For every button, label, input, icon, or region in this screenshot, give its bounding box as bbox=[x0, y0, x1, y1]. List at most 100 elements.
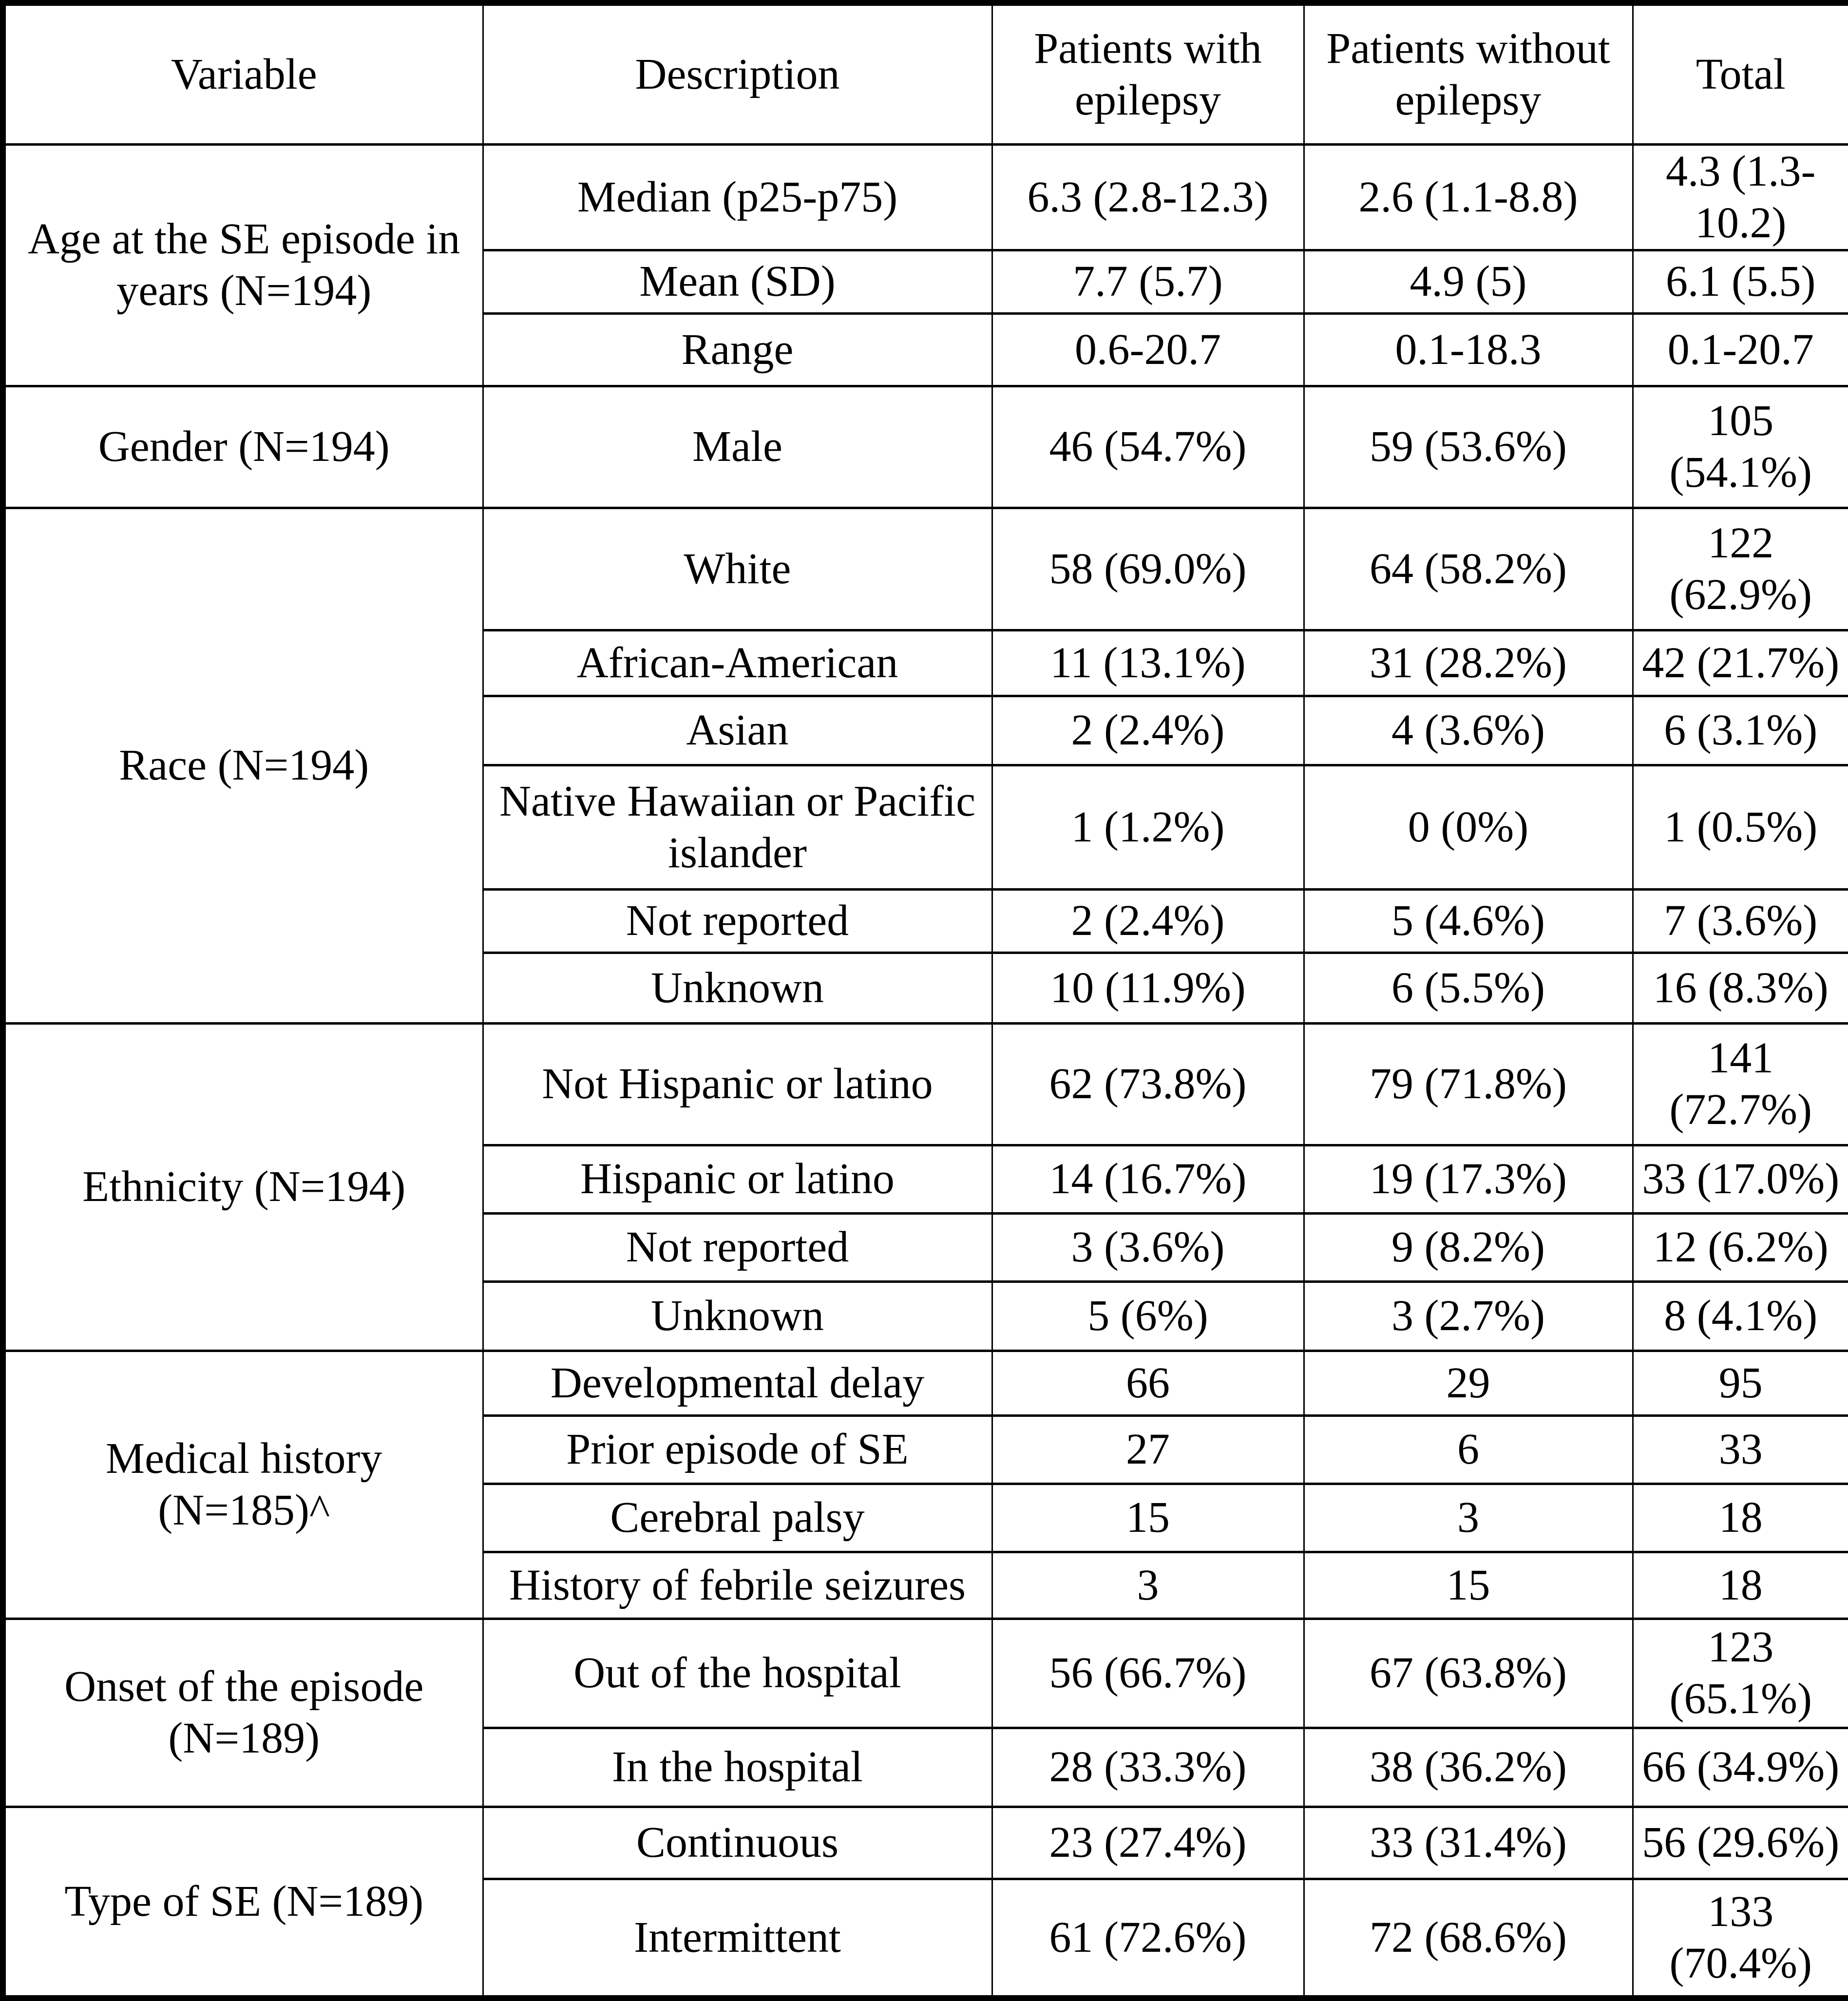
total-cell: 6 (3.1%) bbox=[1632, 694, 1848, 766]
without-epilepsy-cell: 79 (71.8%) bbox=[1303, 1022, 1634, 1146]
total-cell: 18 bbox=[1632, 1482, 1848, 1553]
total-cell: 8 (4.1%) bbox=[1632, 1280, 1848, 1352]
table-row: Mean (SD) 7.7 (5.7) 4.9 (5) 6.1 (5.5) bbox=[3, 248, 1848, 315]
description-cell: Unknown bbox=[482, 1280, 993, 1352]
table-row: Not reported 2 (2.4%) 5 (4.6%) 7 (3.6%) bbox=[3, 888, 1848, 954]
variable-cell: Gender (N=194) bbox=[2, 384, 484, 509]
with-epilepsy-cell: 23 (27.4%) bbox=[991, 1805, 1305, 1880]
total-cell: 0.1-20.7 bbox=[1632, 312, 1848, 387]
variable-cell: Medical history (N=185)^ bbox=[2, 1349, 484, 1620]
with-epilepsy-cell: 62 (73.8%) bbox=[991, 1022, 1305, 1146]
description-cell: Native Hawaiian or Pacific islander bbox=[482, 763, 993, 891]
with-epilepsy-cell: 46 (54.7%) bbox=[991, 384, 1305, 509]
description-cell: Median (p25-p75) bbox=[482, 143, 993, 251]
with-epilepsy-cell: 14 (16.7%) bbox=[991, 1143, 1305, 1215]
total-cell: 4.3 (1.3-10.2) bbox=[1632, 143, 1848, 251]
with-epilepsy-cell: 56 (66.7%) bbox=[991, 1617, 1305, 1729]
with-epilepsy-cell: 3 (3.6%) bbox=[991, 1212, 1305, 1283]
description-cell: Not reported bbox=[482, 888, 993, 954]
total-cell: 1 (0.5%) bbox=[1632, 763, 1848, 891]
table-row: Prior episode of SE 27 6 33 bbox=[3, 1414, 1848, 1485]
total-cell: 12 (6.2%) bbox=[1632, 1212, 1848, 1283]
column-header-description: Description bbox=[482, 1, 993, 146]
without-epilepsy-cell: 64 (58.2%) bbox=[1303, 506, 1634, 631]
total-cell: 95 bbox=[1632, 1349, 1848, 1417]
without-epilepsy-cell: 3 (2.7%) bbox=[1303, 1280, 1634, 1352]
without-epilepsy-cell: 3 bbox=[1303, 1482, 1634, 1553]
total-cell: 123 (65.1%) bbox=[1632, 1617, 1848, 1729]
column-header-total: Total bbox=[1632, 1, 1848, 146]
column-header-without-epilepsy: Patients without epilepsy bbox=[1303, 1, 1634, 146]
table-row: Onset of the episode (N=189) Out of the … bbox=[2, 1617, 1848, 1808]
with-epilepsy-cell: 3 bbox=[991, 1550, 1305, 1620]
total-cell: 6.1 (5.5) bbox=[1632, 248, 1848, 315]
table-row: Gender (N=194) Male 46 (54.7%) 59 (53.6%… bbox=[2, 384, 1848, 509]
variable-cell: Type of SE (N=189) bbox=[2, 1805, 484, 2000]
description-cell: Mean (SD) bbox=[482, 248, 993, 315]
table-row: In the hospital 28 (33.3%) 38 (36.2%) 66… bbox=[3, 1726, 1848, 1808]
without-epilepsy-cell: 6 (5.5%) bbox=[1303, 951, 1634, 1025]
without-epilepsy-cell: 38 (36.2%) bbox=[1303, 1726, 1634, 1808]
total-cell: 122 (62.9%) bbox=[1632, 506, 1848, 631]
total-cell: 33 bbox=[1632, 1414, 1848, 1485]
table-row: Medical history (N=185)^ Developmental d… bbox=[2, 1349, 1848, 1620]
total-cell: 56 (29.6%) bbox=[1632, 1805, 1848, 1880]
with-epilepsy-cell: 7.7 (5.7) bbox=[991, 248, 1305, 315]
description-cell: White bbox=[482, 506, 993, 631]
table-row: Range 0.6-20.7 0.1-18.3 0.1-20.7 bbox=[3, 312, 1848, 387]
without-epilepsy-cell: 19 (17.3%) bbox=[1303, 1143, 1634, 1215]
with-epilepsy-cell: 27 bbox=[991, 1414, 1305, 1485]
description-cell: Not Hispanic or latino bbox=[482, 1022, 993, 1146]
with-epilepsy-cell: 6.3 (2.8-12.3) bbox=[991, 143, 1305, 251]
column-header-variable: Variable bbox=[2, 1, 484, 146]
total-cell: 7 (3.6%) bbox=[1632, 888, 1848, 954]
table-row: African-American 11 (13.1%) 31 (28.2%) 4… bbox=[3, 629, 1848, 697]
table-row: Age at the SE episode in years (N=194) M… bbox=[2, 143, 1848, 387]
table-row: Unknown 5 (6%) 3 (2.7%) 8 (4.1%) bbox=[3, 1280, 1848, 1352]
description-cell: Cerebral palsy bbox=[482, 1482, 993, 1553]
table-row: Asian 2 (2.4%) 4 (3.6%) 6 (3.1%) bbox=[3, 694, 1848, 766]
without-epilepsy-cell: 6 bbox=[1303, 1414, 1634, 1485]
with-epilepsy-cell: 11 (13.1%) bbox=[991, 629, 1305, 697]
without-epilepsy-cell: 72 (68.6%) bbox=[1303, 1877, 1634, 2000]
table-row: Cerebral palsy 15 3 18 bbox=[3, 1482, 1848, 1553]
without-epilepsy-cell: 33 (31.4%) bbox=[1303, 1805, 1634, 1880]
table-row: Hispanic or latino 14 (16.7%) 19 (17.3%)… bbox=[3, 1143, 1848, 1215]
description-cell: History of febrile seizures bbox=[482, 1550, 993, 1620]
table-row: History of febrile seizures 3 15 18 bbox=[3, 1550, 1848, 1620]
total-cell: 133 (70.4%) bbox=[1632, 1877, 1848, 2000]
description-cell: Continuous bbox=[482, 1805, 993, 1880]
variable-cell: Onset of the episode (N=189) bbox=[2, 1617, 484, 1808]
total-cell: 66 (34.9%) bbox=[1632, 1726, 1848, 1808]
without-epilepsy-cell: 5 (4.6%) bbox=[1303, 888, 1634, 954]
with-epilepsy-cell: 66 bbox=[991, 1349, 1305, 1417]
description-cell: Out of the hospital bbox=[482, 1617, 993, 1729]
without-epilepsy-cell: 0.1-18.3 bbox=[1303, 312, 1634, 387]
total-cell: 42 (21.7%) bbox=[1632, 629, 1848, 697]
table-row: Race (N=194) White 58 (69.0%) 64 (58.2%)… bbox=[2, 506, 1848, 1025]
variable-cell: Ethnicity (N=194) bbox=[2, 1022, 484, 1352]
with-epilepsy-cell: 58 (69.0%) bbox=[991, 506, 1305, 631]
without-epilepsy-cell: 9 (8.2%) bbox=[1303, 1212, 1634, 1283]
without-epilepsy-cell: 4 (3.6%) bbox=[1303, 694, 1634, 766]
table-row: Intermittent 61 (72.6%) 72 (68.6%) 133 (… bbox=[3, 1877, 1848, 2000]
without-epilepsy-cell: 4.9 (5) bbox=[1303, 248, 1634, 315]
without-epilepsy-cell: 2.6 (1.1-8.8) bbox=[1303, 143, 1634, 251]
description-cell: Intermittent bbox=[482, 1877, 993, 2000]
with-epilepsy-cell: 2 (2.4%) bbox=[991, 888, 1305, 954]
without-epilepsy-cell: 67 (63.8%) bbox=[1303, 1617, 1634, 1729]
description-cell: Male bbox=[482, 384, 993, 509]
without-epilepsy-cell: 0 (0%) bbox=[1303, 763, 1634, 891]
header-row: Variable Description Patients with epile… bbox=[2, 1, 1848, 146]
description-cell: Hispanic or latino bbox=[482, 1143, 993, 1215]
without-epilepsy-cell: 29 bbox=[1303, 1349, 1634, 1417]
with-epilepsy-cell: 1 (1.2%) bbox=[991, 763, 1305, 891]
description-cell: Asian bbox=[482, 694, 993, 766]
with-epilepsy-cell: 5 (6%) bbox=[991, 1280, 1305, 1352]
description-cell: Unknown bbox=[482, 951, 993, 1025]
description-cell: Developmental delay bbox=[482, 1349, 993, 1417]
table-row: Unknown 10 (11.9%) 6 (5.5%) 16 (8.3%) bbox=[3, 951, 1848, 1025]
description-cell: Not reported bbox=[482, 1212, 993, 1283]
variable-cell: Age at the SE episode in years (N=194) bbox=[2, 143, 484, 387]
